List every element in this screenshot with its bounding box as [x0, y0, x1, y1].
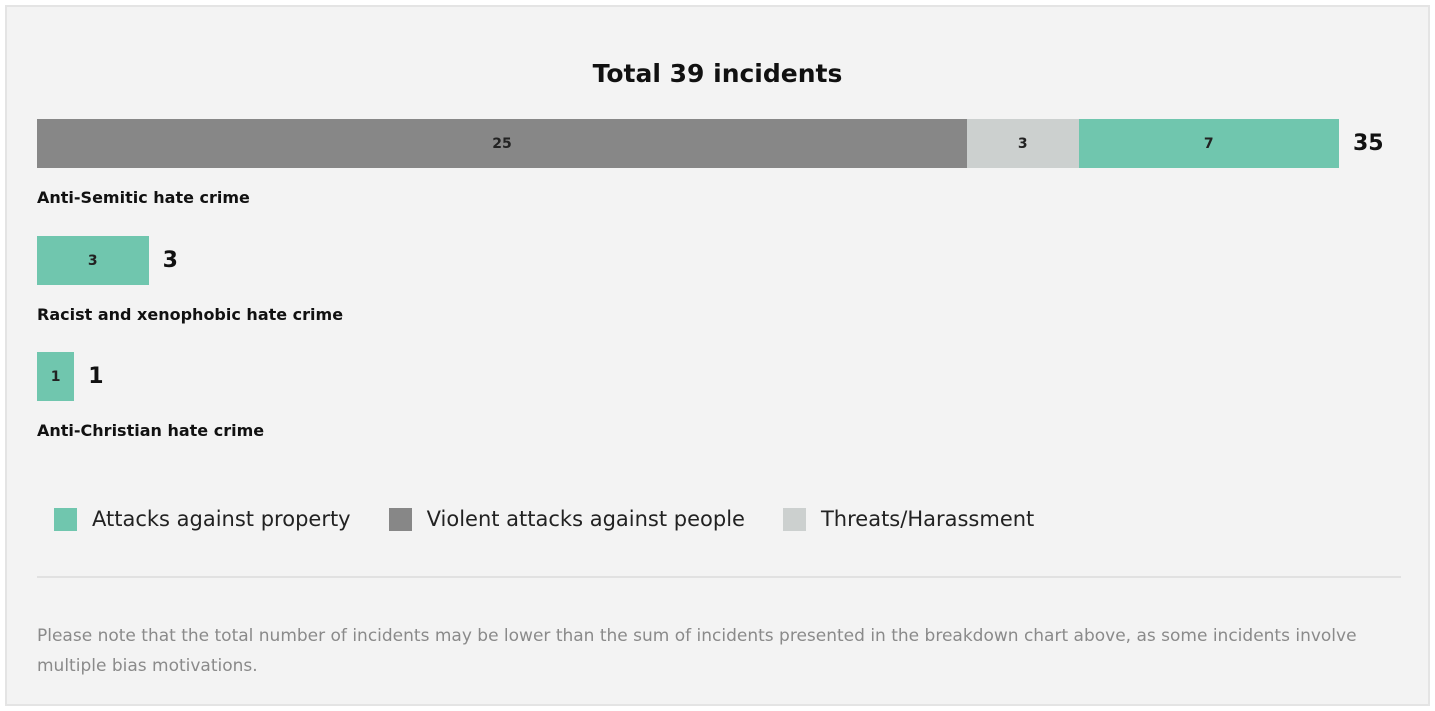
- legend-label-violent: Violent attacks against people: [426, 507, 745, 531]
- bar-total-1: 3: [162, 248, 178, 273]
- legend-swatch-property: [54, 507, 77, 531]
- legend-item-property[interactable]: Attacks against property: [54, 507, 351, 531]
- bar-segment-2-2[interactable]: 1: [37, 352, 75, 401]
- chart-title: Total 39 incidents: [592, 59, 843, 88]
- legend-label-threats: Threats/Harassment: [820, 507, 1035, 531]
- footnote: Please note that the total number of inc…: [37, 626, 1357, 676]
- bar-segment-1-2[interactable]: 3: [37, 236, 149, 285]
- bar-segment-label: 25: [492, 135, 512, 152]
- bar-row-0: 25 3 7: [37, 119, 1339, 168]
- bar-row-1: 3: [37, 236, 149, 285]
- category-label-0: Anti-Semitic hate crime: [37, 188, 250, 207]
- bar-segment-label: 3: [87, 252, 98, 269]
- chart-card: Total 39 incidents 25 3 7 35 Anti-Semitic ha…: [5, 5, 1430, 706]
- bar-segment-0-1[interactable]: 3: [967, 119, 1079, 168]
- legend-item-violent[interactable]: Violent attacks against people: [388, 507, 745, 531]
- divider: [37, 576, 1401, 578]
- bar-segment-label: 3: [1017, 135, 1028, 152]
- bar-segment-label: 1: [50, 368, 61, 385]
- category-label-1: Racist and xenophobic hate crime: [37, 305, 344, 324]
- legend-swatch-threats: [782, 507, 806, 531]
- legend-swatch-violent: [388, 507, 412, 531]
- bar-segment-label: 7: [1203, 135, 1214, 152]
- bar-segment-0-2[interactable]: 7: [1078, 119, 1339, 168]
- bar-row-2: 1: [37, 352, 75, 401]
- bar-rows: 25 3 7 35 Anti-Semitic hate crime 3 3 Racist an…: [7, 7, 1428, 704]
- legend: Attacks against property Violent attacks…: [54, 507, 1072, 531]
- bar-segment-0-0[interactable]: 25: [37, 119, 967, 168]
- legend-item-threats[interactable]: Threats/Harassment: [782, 507, 1035, 531]
- category-label-2: Anti-Christian hate crime: [37, 421, 265, 440]
- bar-total-2: 1: [88, 364, 104, 389]
- legend-label-property: Attacks against property: [92, 507, 351, 531]
- bar-total-0: 35: [1353, 131, 1384, 156]
